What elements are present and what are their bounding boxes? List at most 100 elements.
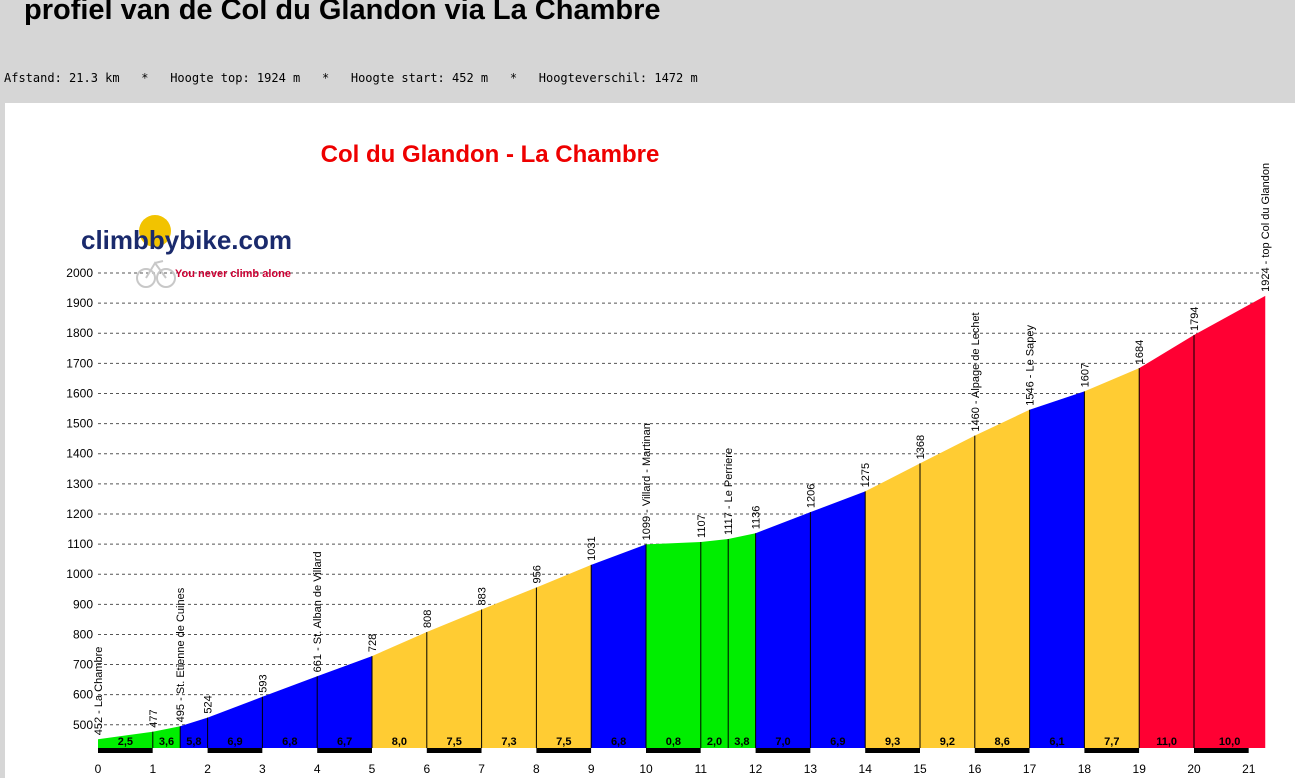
scale-block [262,748,318,753]
point-label: 1117 - Le Perriere [723,448,735,535]
x-tick-label: 4 [314,762,321,776]
gradient-label: 7,5 [556,736,571,748]
x-tick-label: 2 [204,762,211,776]
bicycle-icon [136,260,176,288]
scale-block [755,748,811,753]
profile-segment [1194,295,1266,748]
distance-scale-bar [98,748,1266,753]
stats-bar: Afstand: 21.3 km * Hoogte top: 1924 m * … [4,71,698,85]
climbbybike-logo: climbbybike.com You never climb alone [81,215,292,288]
scale-block [1194,748,1249,753]
y-tick-label: 600 [73,688,93,702]
point-label: 1924 - top Col du Glandon [1260,163,1272,292]
y-tick-label: 1900 [66,296,93,310]
y-tick-label: 1800 [66,326,93,340]
gradient-label: 0,8 [666,736,681,748]
point-label: 477 [148,709,160,727]
point-label: 808 [422,610,434,628]
stat-separator: * [509,71,518,85]
x-tick-label: 11 [695,762,708,776]
scale-block [317,748,372,753]
scale-block [865,748,920,753]
gradient-label: 8,0 [392,736,407,748]
gradient-labels: 2,5 3,6 5,8 6,9 6,8 6,7 8,0 7,5 7,3 7,5 6,8 0,8 2,0 3… [118,736,1241,748]
y-tick-label: 1300 [66,477,93,491]
point-label: 452 - La Chambre [93,647,105,736]
stat-start-altitude: Hoogte start: 452 m [350,71,489,85]
x-tick-label: 19 [1133,762,1147,776]
point-label: 1275 [860,463,872,487]
y-tick-label: 900 [73,597,93,611]
stat-separator: * [321,71,330,85]
point-label: 728 [367,634,379,652]
scale-block [646,748,701,753]
profile-segment [865,463,920,748]
scale-block [700,748,756,753]
profile-segment [646,541,701,748]
gradient-label: 3,6 [159,736,174,748]
profile-segment [372,632,427,748]
profile-segment [152,726,181,748]
y-tick-label: 700 [73,658,93,672]
profile-segment [180,717,208,748]
gradient-label: 7,0 [775,736,790,748]
gradient-label: 7,7 [1104,736,1119,748]
scale-block [810,748,866,753]
profile-segment [536,564,592,748]
x-tick-label: 8 [533,762,540,776]
x-tick-label: 10 [639,762,653,776]
point-label: 1368 [915,435,927,459]
x-tick-label: 13 [804,762,818,776]
gradient-label: 3,8 [734,736,749,748]
x-tick-label: 1 [149,762,156,776]
x-tick-label: 14 [859,762,873,776]
x-tick-label: 16 [968,762,982,776]
profile-segment [1029,391,1085,748]
gradient-label: 6,8 [611,736,626,748]
profile-segment [207,696,263,748]
scale-block [1248,748,1266,753]
gradient-label: 2,0 [707,736,722,748]
scale-block [207,748,263,753]
scale-block [426,748,482,753]
profile-segment [700,538,729,748]
point-labels: 452 - La Chambre 477 495 - St. Etienne de … [93,163,1272,735]
scale-block [536,748,592,753]
profile-segment [1139,335,1194,748]
point-label: 1460 - Alpage de Lechet [970,312,982,431]
x-tick-label: 9 [588,762,595,776]
elevation-profile-chart: 2,5 3,6 5,8 6,9 6,8 6,7 8,0 7,5 7,3 7,5 6,8 0,8 2,0 3… [66,141,1272,776]
scale-block [920,748,975,753]
point-label: 1794 [1189,307,1201,331]
stat-top-altitude: Hoogte top: 1924 m [170,71,301,85]
logo-yellow-disc [139,215,171,247]
profile-segment [591,544,646,748]
gradient-label: 5,8 [186,736,201,748]
y-tick-label: 500 [73,718,93,732]
y-tick-label: 800 [73,627,93,641]
gradient-label: 6,9 [830,736,845,748]
x-tick-label: 21 [1242,762,1256,776]
scale-block [1084,748,1140,753]
x-tick-label: 12 [749,762,763,776]
point-label: 1206 [805,484,817,508]
point-label: 1684 [1134,340,1146,364]
profile-segment [728,533,756,748]
gradient-label: 9,2 [940,736,955,748]
profile-segment [317,656,372,748]
profile-segments [98,295,1266,748]
logo-tagline: You never climb alone [175,268,291,280]
gradient-label: 6,7 [337,736,352,748]
x-tick-label: 7 [478,762,485,776]
gradient-label: 6,9 [227,736,242,748]
y-tick-label: 1400 [66,447,93,461]
profile-segment [481,587,537,748]
profile-segment [1084,368,1140,748]
scale-block [1139,748,1194,753]
y-tick-label: 2000 [66,266,93,280]
point-label: 661 - St. Alban de Villard [312,551,324,672]
y-tick-label: 1200 [66,507,93,521]
point-label: 1607 [1079,363,1091,387]
scale-block [591,748,646,753]
profile-segment [98,731,153,748]
